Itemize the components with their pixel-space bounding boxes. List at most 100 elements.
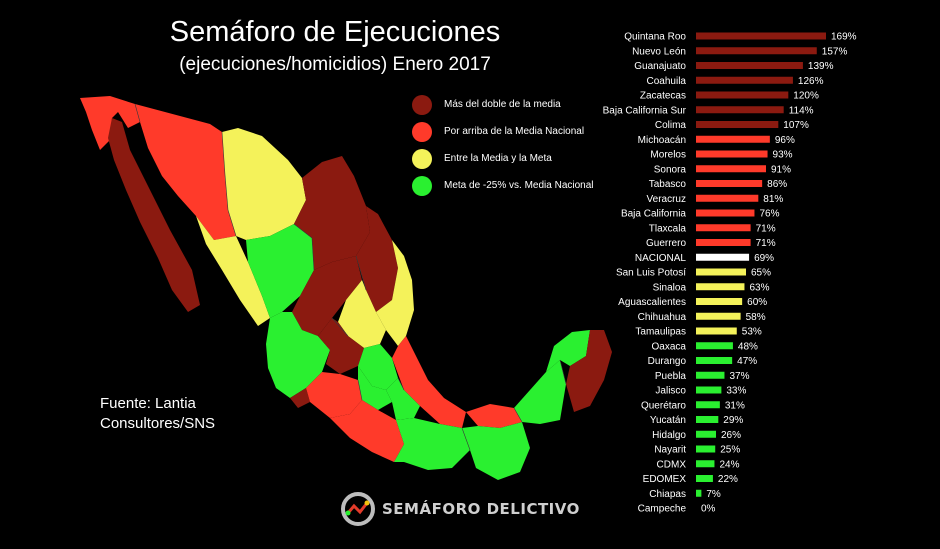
category-label: Colima [655,120,687,131]
bar [696,460,715,468]
legend-label: Meta de -25% vs. Media Nacional [444,180,594,191]
bar [696,62,803,69]
map-region-chihuahua [222,128,306,240]
map-region-baja-california [80,96,140,150]
category-label: Baja California [621,209,686,220]
legend-item: Más del doble de la media [412,92,602,118]
value-label: 86% [767,179,787,190]
map-region-sonora [135,104,236,240]
category-label: Michoacán [638,135,686,146]
value-label: 47% [737,356,757,367]
map-borders [134,103,567,451]
value-label: 22% [718,474,738,485]
bar [696,91,789,99]
value-label: 126% [798,76,824,87]
map-region-jalisco [266,312,330,398]
category-label: Chihuahua [638,312,687,323]
map-region-san-luis-potosi [338,280,386,348]
brand-logo-icon [341,492,375,526]
value-label: 107% [783,120,809,131]
category-label: Hidalgo [652,430,686,441]
source-note: Fuente: Lantia Consultores/SNS [100,395,216,432]
legend-label: Más del doble de la media [444,99,561,110]
value-label: 81% [763,194,783,205]
category-label: Aguascalientes [618,297,686,308]
legend-item: Meta de -25% vs. Media Nacional [412,173,602,199]
bar [696,165,766,173]
map-region-guerrero [330,400,404,462]
value-label: 76% [759,209,779,220]
map-region-zacatecas [292,256,362,336]
category-label: Tamaulipas [635,327,686,338]
bar [696,430,716,438]
category-label: Quintana Roo [624,32,686,43]
bar [696,489,702,497]
category-label: Tabasco [649,179,687,190]
bar [696,416,719,423]
category-label: Morelos [650,150,686,161]
category-label: Guerrero [646,238,686,249]
category-label: San Luis Potosí [616,268,686,279]
bar [696,371,725,379]
value-label: 29% [723,415,743,426]
value-label: 120% [793,91,819,102]
map-region-baja-california-sur [108,118,200,312]
bar [696,401,720,409]
category-label: Puebla [655,371,687,382]
legend-swatch [412,95,432,115]
value-label: 26% [721,430,741,441]
brand: SEMÁFORO DELICTIVO [340,491,580,527]
bar [696,386,722,394]
bar [696,76,793,84]
bar [696,106,784,114]
bar [696,327,737,335]
category-label: Sonora [654,164,687,175]
bar [696,224,751,232]
bar [696,298,743,305]
value-label: 24% [719,459,739,470]
category-label: Baja California Sur [603,105,687,116]
bar [696,357,733,364]
value-label: 114% [789,105,814,116]
map-region-campeche [514,360,566,424]
bar [696,342,733,350]
value-label: 53% [742,327,762,338]
map-region-oaxaca [394,418,470,470]
category-label: Durango [648,356,687,367]
map-region-quintana-roo [566,330,612,412]
bar [696,121,779,128]
map-region-sinaloa [196,216,270,326]
value-label: 169% [831,32,857,43]
bar [696,209,755,217]
category-label: Tlaxcala [649,223,687,234]
category-label: Oaxaca [652,341,687,352]
map-region-guanajuato [318,318,364,374]
value-label: 0% [701,504,716,515]
category-label: Zacatecas [640,91,686,102]
value-label: 60% [747,297,767,308]
legend-label: Entre la Media y la Meta [444,153,552,164]
bar [696,239,751,246]
value-label: 58% [746,312,766,323]
category-label: Yucatán [650,415,686,426]
value-label: 139% [808,61,834,72]
map-region-chiapas [462,422,530,480]
bar [696,475,713,482]
map-region-coahuila [294,156,370,270]
value-label: 37% [729,371,749,382]
legend: Más del doble de la media Por arriba de … [412,92,602,200]
category-label: Jalisco [655,386,686,397]
map-region-colima [290,388,310,408]
chart-subtitle: (ejecuciones/homicidios) Enero 2017 [179,54,491,75]
value-label: 93% [773,150,793,161]
bar [696,135,770,143]
category-label: Nayarit [654,445,686,456]
bar [696,268,746,276]
category-label: Querétaro [641,400,686,411]
category-label: CDMX [657,459,687,470]
bar [696,194,759,202]
value-label: 48% [738,341,758,352]
bar [696,32,826,40]
value-label: 71% [756,223,776,234]
